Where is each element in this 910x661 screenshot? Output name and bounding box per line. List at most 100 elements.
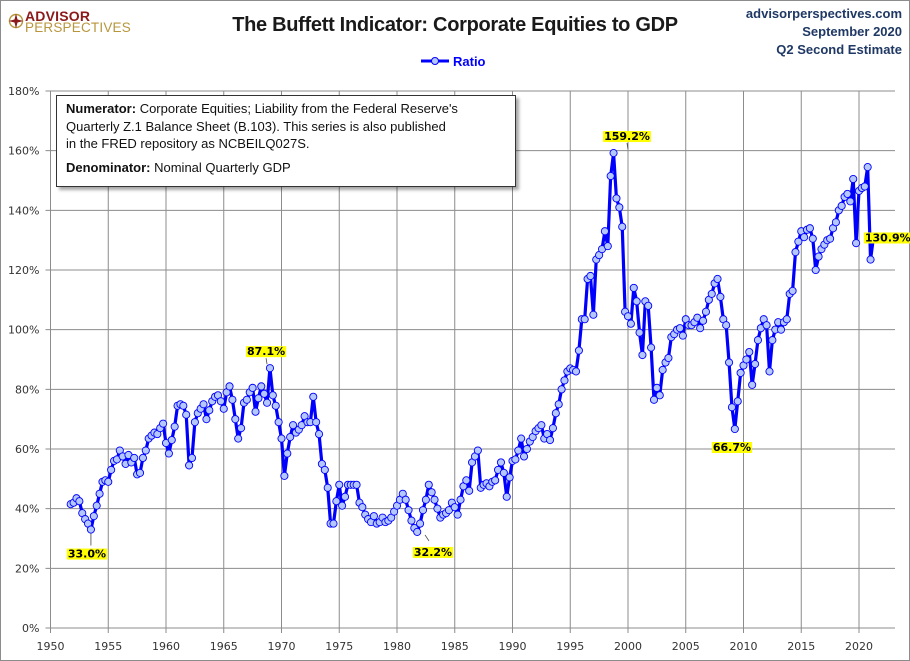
ratio-data-point bbox=[179, 401, 188, 410]
ratio-data-point bbox=[603, 242, 612, 251]
annotation-highlight bbox=[66, 548, 108, 560]
ratio-data-point bbox=[424, 480, 433, 489]
numerator-line-2: Quarterly Z.1 Balance Sheet (B.103). Thi… bbox=[66, 118, 446, 134]
ratio-data-point bbox=[329, 519, 338, 528]
ratio-data-point bbox=[491, 476, 500, 485]
ratio-data-point bbox=[589, 310, 598, 319]
ratio-data-point bbox=[205, 406, 214, 415]
ratio-data-point bbox=[655, 391, 664, 400]
ratio-data-point bbox=[505, 473, 514, 482]
ratio-data-point bbox=[182, 410, 191, 419]
ratio-data-point bbox=[742, 355, 751, 364]
advisor-perspectives-logo: ADVISOR PERSPECTIVES bbox=[8, 9, 133, 35]
annotation-highlight bbox=[863, 232, 910, 244]
x-tick-label: 2015 bbox=[787, 640, 815, 653]
ratio-data-point bbox=[433, 504, 442, 513]
ratio-data-point bbox=[502, 492, 511, 501]
ratio-data-point bbox=[852, 239, 861, 248]
legend-marker-icon bbox=[421, 57, 449, 65]
ratio-data-point bbox=[808, 234, 817, 243]
ratio-data-point bbox=[352, 480, 361, 489]
annotation-highlight bbox=[245, 346, 287, 358]
y-tick-label: 60% bbox=[15, 443, 39, 456]
ratio-data-point bbox=[496, 458, 506, 467]
ratio-data-point bbox=[571, 367, 581, 376]
ratio-data-point bbox=[277, 434, 286, 443]
ratio-data-point bbox=[863, 163, 872, 172]
y-tick-label: 40% bbox=[15, 503, 39, 516]
ratio-data-point bbox=[606, 171, 615, 181]
x-tick-label: 2005 bbox=[672, 640, 700, 653]
ratio-data-point bbox=[104, 477, 113, 486]
ratio-data-point bbox=[846, 197, 855, 206]
ratio-data-point bbox=[794, 237, 803, 246]
ratio-data-point bbox=[831, 218, 840, 227]
ratio-data-point bbox=[340, 492, 350, 501]
ratio-data-point bbox=[450, 503, 459, 512]
ratio-data-point bbox=[791, 248, 800, 257]
ratio-data-point bbox=[675, 324, 685, 333]
ratio-data-point bbox=[730, 424, 739, 434]
x-tick-label: 2000 bbox=[614, 640, 642, 653]
y-tick-label: 120% bbox=[8, 264, 39, 277]
annotation-label: 32.2% bbox=[414, 546, 452, 559]
ratio-data-point bbox=[696, 324, 705, 333]
ratio-data-point bbox=[814, 252, 823, 261]
ratio-data-point bbox=[358, 503, 367, 512]
ratio-data-point bbox=[716, 292, 725, 301]
ratio-data-point bbox=[514, 446, 523, 455]
x-tick-label: 1990 bbox=[499, 640, 527, 653]
ratio-data-point bbox=[159, 419, 168, 428]
ratio-data-point bbox=[788, 286, 797, 295]
ratio-data-point bbox=[866, 255, 875, 264]
ratio-data-point bbox=[629, 283, 638, 292]
ratio-data-point bbox=[369, 512, 378, 521]
ratio-data-point bbox=[701, 307, 711, 316]
numerator-line-1: Numerator: Corporate Equities; Liability… bbox=[66, 100, 515, 118]
ratio-data-point bbox=[647, 343, 656, 352]
ratio-data-point bbox=[580, 315, 589, 324]
ratio-data-point bbox=[626, 319, 635, 328]
source-estimate: Q2 Second Estimate bbox=[776, 42, 902, 57]
ratio-data-point bbox=[427, 488, 436, 497]
ratio-data-point bbox=[554, 400, 563, 409]
ratio-data-point bbox=[537, 421, 546, 430]
denominator-text: Nominal Quarterly GDP bbox=[150, 159, 291, 175]
x-tick-label: 1975 bbox=[325, 640, 353, 653]
ratio-data-point bbox=[286, 433, 295, 442]
x-tick-label: 1950 bbox=[37, 640, 65, 653]
ratio-data-point bbox=[860, 182, 869, 191]
annotation-label: 66.7% bbox=[713, 441, 751, 454]
ratio-data-point bbox=[727, 403, 737, 412]
ratio-data-point bbox=[557, 385, 566, 394]
x-tick-label: 2020 bbox=[845, 640, 873, 653]
ratio-data-point bbox=[141, 446, 150, 455]
logo-text-bottom: PERSPECTIVES bbox=[25, 20, 131, 35]
y-tick-label: 160% bbox=[8, 145, 39, 158]
ratio-data-point bbox=[548, 424, 557, 433]
ratio-data-point bbox=[658, 365, 667, 374]
ratio-data-point bbox=[517, 434, 526, 443]
ratio-data-point bbox=[219, 404, 228, 413]
ratio-data-point bbox=[612, 194, 621, 203]
ratio-data-point bbox=[849, 174, 858, 184]
ratio-data-point bbox=[733, 397, 742, 406]
ratio-data-point bbox=[92, 501, 101, 510]
ratio-data-point bbox=[254, 394, 263, 403]
ratio-data-point bbox=[283, 449, 292, 458]
ratio-data-point bbox=[401, 495, 410, 504]
ratio-data-point bbox=[800, 233, 809, 242]
ratio-data-point bbox=[748, 380, 757, 389]
ratio-data-point bbox=[638, 350, 647, 360]
ratio-data-point bbox=[228, 395, 237, 404]
annotation-leader bbox=[626, 142, 629, 150]
ratio-data-point bbox=[600, 227, 609, 236]
x-tick-label: 1960 bbox=[152, 640, 180, 653]
ratio-data-point bbox=[202, 415, 211, 424]
annotation-label: 33.0% bbox=[68, 548, 106, 561]
ratio-data-point bbox=[231, 415, 240, 424]
ratio-data-point bbox=[722, 321, 731, 330]
ratio-data-point bbox=[288, 421, 298, 430]
ratio-data-point bbox=[456, 495, 465, 504]
ratio-data-point bbox=[237, 424, 246, 433]
